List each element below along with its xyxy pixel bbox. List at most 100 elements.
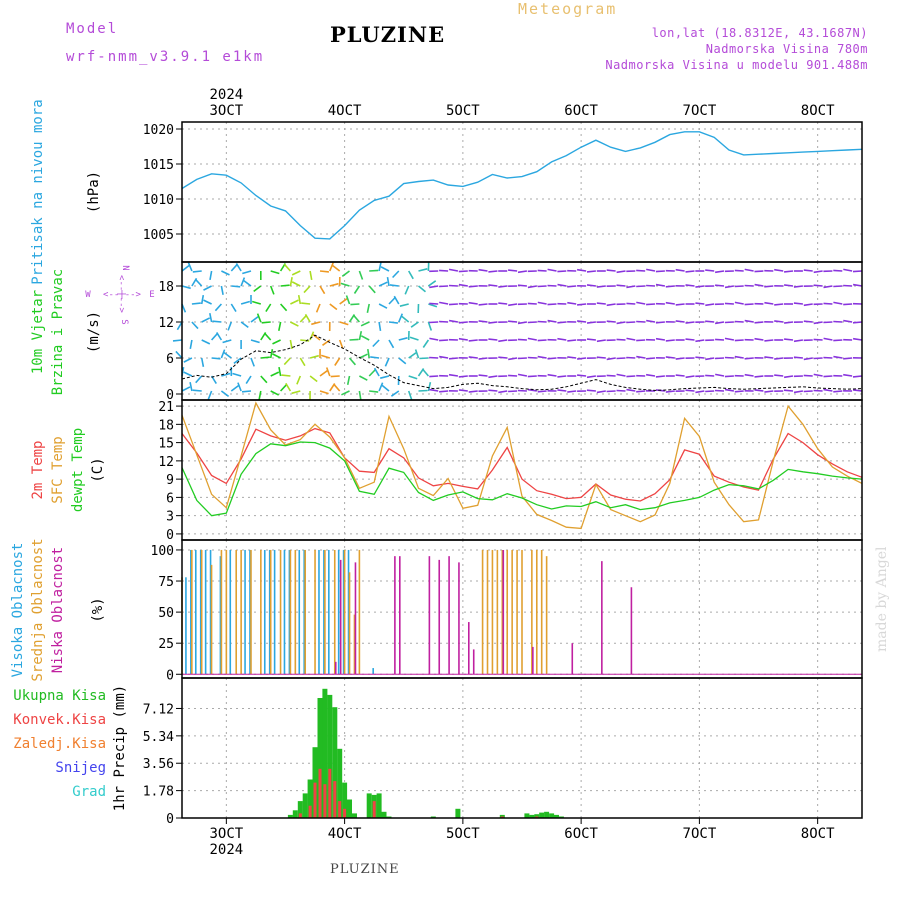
wind-arrow [714,270,725,274]
wind-arrow [655,283,666,287]
wind-arrow [488,338,498,341]
wind-arrow [498,285,508,288]
wind-arrow [803,269,813,272]
y-tick-label: 3.56 [143,757,174,772]
wind-arrow [332,264,341,272]
wind-arrow [191,302,201,305]
credit: made by Angel [874,546,890,653]
wind-arrow [227,321,233,331]
wind-arrow [586,389,596,392]
total-rain-bar [499,814,505,818]
wind-arrow [616,321,626,325]
wind-arrow [272,339,281,345]
total-rain-bar [549,813,555,818]
y-tick-label: 1005 [143,228,174,243]
wind-arrow [517,373,528,377]
wind-arrow [183,371,193,377]
wind-arrow [299,357,306,367]
wind-arrow [289,339,293,350]
wind-arrow [373,367,380,377]
temp-2m-line [181,427,863,502]
wind-arrow [448,284,458,287]
wind-arrow [421,368,430,377]
wind-arrow [508,390,518,393]
wind-arrow [409,336,419,341]
y-tick-label: 9 [166,473,174,488]
wind-arrow [203,299,212,305]
wind-arrow [201,339,211,345]
wind-arrow [309,354,320,359]
y-tick-label: 0 [166,812,174,827]
wind-arrow [325,367,331,377]
wind-arrow [187,262,193,272]
wind-arrow [793,356,803,359]
wind-arrow [349,338,359,341]
wind-arrow [744,303,754,306]
wind-arrow [606,320,616,323]
wind-arrow [724,302,734,305]
wind-arrow [606,303,616,307]
wind-arrow [269,349,274,359]
wind-arrow [852,375,863,378]
wind-arrow [793,339,804,343]
wind-arrow [754,283,764,287]
wind-arrow [222,339,232,344]
wind-arrow [636,355,646,359]
wind-arrow [645,373,656,377]
y-tick-label: 1020 [143,123,174,138]
wind-arrow [646,357,656,360]
wind-arrow [408,352,417,359]
wind-arrow [803,357,813,361]
y-tick-label: 5.34 [143,730,174,745]
wind-arrow [380,266,390,272]
y-tick-label: 6 [166,491,174,506]
wind-arrow [270,390,280,396]
wind-arrow [488,375,498,379]
wind-arrow [291,281,301,287]
wind-arrow [176,321,183,331]
wind-arrow [429,337,439,341]
wind-arrow [734,285,744,288]
wind-arrow [823,356,833,359]
wind-arrow [427,382,432,392]
wind-arrow [517,284,527,287]
wind-arrow [418,389,428,392]
wind-arrow [448,319,459,323]
wind-arrow [368,285,376,294]
wind-arrow [577,303,587,306]
wind-arrow [646,268,656,272]
wind-arrow [784,321,794,324]
wind-arrow [458,321,468,324]
wind-arrow [527,285,537,289]
wind-arrow [636,339,646,342]
wind-arrow [390,390,400,397]
wind-arrow [577,374,587,377]
wind-arrow [685,284,695,287]
wind-arrow [774,303,784,306]
wind-arrow [358,390,362,401]
wind-arrow [260,375,268,384]
wind-axis-title-1: 10m Vjetar [30,290,46,374]
wind-arrow [596,339,606,343]
wind-arrow [478,374,488,377]
precip-legend-item: Konvek.Kisa [13,712,106,728]
wind-arrow [214,303,222,312]
wind-arrow [265,303,272,313]
temp-unit: (C) [90,457,106,482]
wind-arrow [557,270,567,273]
wind-arrow [399,303,409,307]
x-tick-label-top: 4OCT [328,103,362,119]
wind-arrow [309,331,315,341]
convective-rain-bar [298,813,302,818]
wind-arrow [813,338,823,341]
wind-arrow [429,302,439,305]
wind-arrow [577,357,587,360]
wind-arrow [468,356,478,359]
wind-arrow [547,319,557,323]
wind-arrow [586,270,596,273]
total-rain-bar [381,811,387,818]
wind-arrow [852,337,863,341]
wind-arrow [734,355,744,359]
wind-arrow [458,389,468,392]
wind-arrow [334,357,341,366]
